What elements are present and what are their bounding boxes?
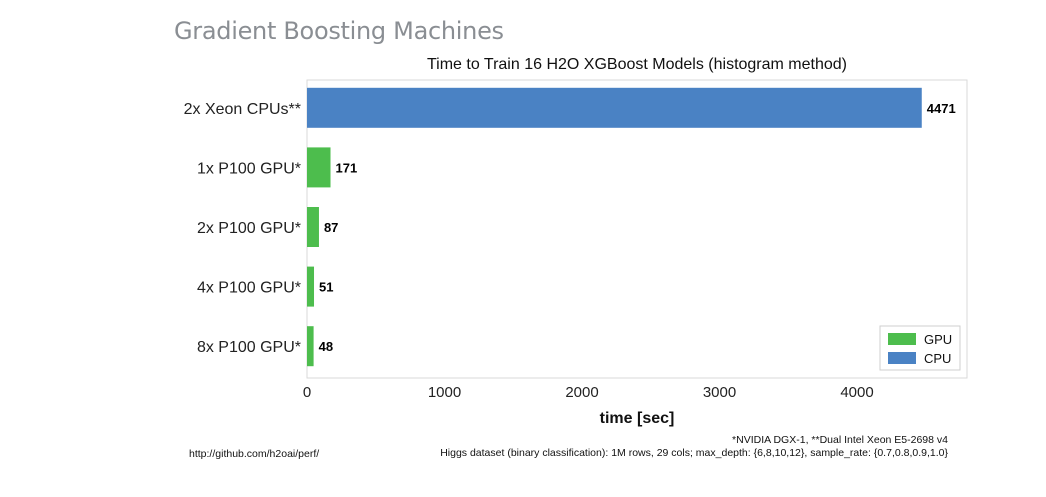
x-tick-label: 1000	[428, 384, 461, 401]
footer-note-dataset: Higgs dataset (binary classification): 1…	[440, 447, 948, 459]
footer-source-link[interactable]: http://github.com/h2oai/perf/	[189, 448, 320, 460]
category-label: 1x P100 GPU*	[197, 160, 301, 177]
x-tick-label: 0	[303, 384, 311, 401]
bar	[307, 266, 315, 307]
bar	[307, 87, 922, 128]
plot-area	[306, 79, 968, 379]
category-label: 4x P100 GPU*	[197, 280, 301, 297]
category-label: 2x P100 GPU*	[197, 220, 301, 237]
chart-title: Time to Train 16 H2O XGBoost Models (his…	[427, 56, 847, 73]
x-tick-label: 4000	[840, 384, 873, 401]
category-label: 2x Xeon CPUs**	[184, 101, 301, 118]
slide-title: Gradient Boosting Machines	[174, 17, 504, 45]
bar	[307, 326, 314, 367]
legend-label: GPU	[924, 332, 952, 347]
data-label: 87	[324, 220, 338, 235]
footer-note-hardware: *NVIDIA DGX-1, **Dual Intel Xeon E5-2698…	[732, 434, 948, 446]
category-label: 8x P100 GPU*	[197, 339, 301, 356]
bar	[307, 207, 319, 247]
data-label: 4471	[927, 101, 956, 116]
footer-notes: *NVIDIA DGX-1, **Dual Intel Xeon E5-2698…	[440, 434, 948, 460]
x-tick-label: 3000	[703, 384, 736, 401]
bar	[307, 147, 331, 188]
x-axis-label: time [sec]	[600, 410, 675, 427]
legend-swatch	[888, 333, 916, 345]
data-label: 171	[336, 160, 358, 175]
data-label: 51	[319, 280, 333, 295]
legend-label: CPU	[924, 351, 951, 366]
data-label: 48	[319, 339, 333, 354]
x-tick-label: 2000	[565, 384, 598, 401]
legend-swatch	[888, 352, 916, 364]
